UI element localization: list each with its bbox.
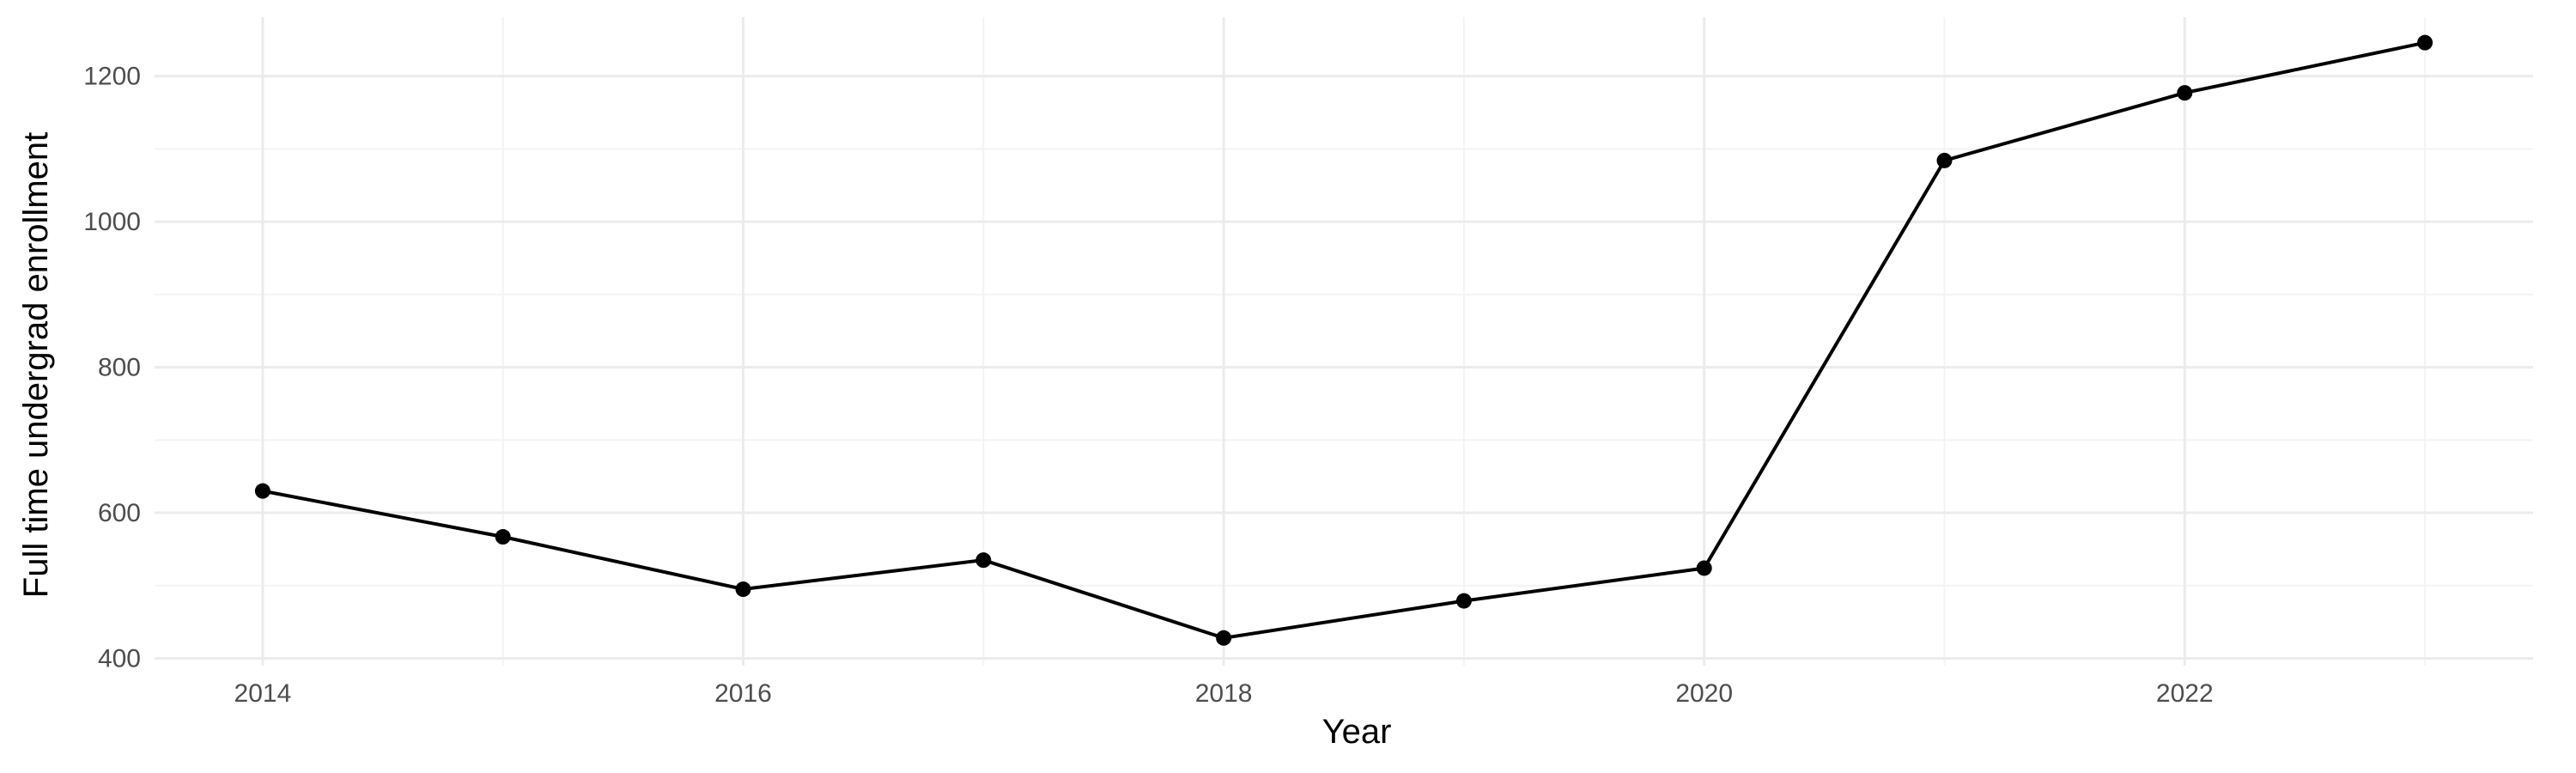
series-line: [262, 40, 2426, 640]
data-point: [1696, 560, 1712, 576]
data-point: [495, 529, 511, 545]
y-tick-label: 400: [98, 645, 141, 673]
data-point: [2417, 34, 2433, 51]
tick-labels: 400 600 800 1000 1200 2014 2016 2018 2020 2022: [83, 63, 2213, 708]
data-point: [2177, 85, 2193, 101]
data-point: [735, 581, 751, 598]
x-tick-label: 2014: [234, 679, 292, 708]
data-point: [975, 552, 992, 569]
x-axis-title: Year: [1322, 713, 1392, 751]
y-tick-label: 600: [98, 499, 141, 527]
data-point: [1936, 152, 1953, 168]
series-layer: [254, 34, 2433, 646]
y-tick-label: 1000: [83, 208, 141, 236]
data-point: [254, 483, 270, 499]
y-tick-label: 800: [98, 354, 141, 382]
x-tick-label: 2018: [1195, 679, 1253, 708]
data-point: [1455, 593, 1472, 609]
y-tick-label: 1200: [83, 63, 141, 91]
grid-lines: [155, 17, 2533, 666]
x-tick-label: 2022: [2156, 679, 2214, 708]
data-point: [1216, 630, 1232, 646]
x-tick-label: 2016: [714, 679, 772, 708]
x-tick-label: 2020: [1675, 679, 1733, 708]
y-axis-title: Full time undergrad enrollment: [17, 132, 55, 598]
